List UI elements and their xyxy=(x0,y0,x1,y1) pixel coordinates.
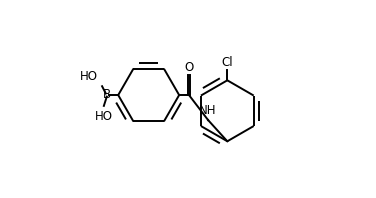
Text: B: B xyxy=(103,88,111,101)
Text: HO: HO xyxy=(95,110,113,123)
Text: O: O xyxy=(184,61,194,74)
Text: Cl: Cl xyxy=(221,55,233,69)
Text: HO: HO xyxy=(80,70,97,83)
Text: NH: NH xyxy=(199,104,217,117)
